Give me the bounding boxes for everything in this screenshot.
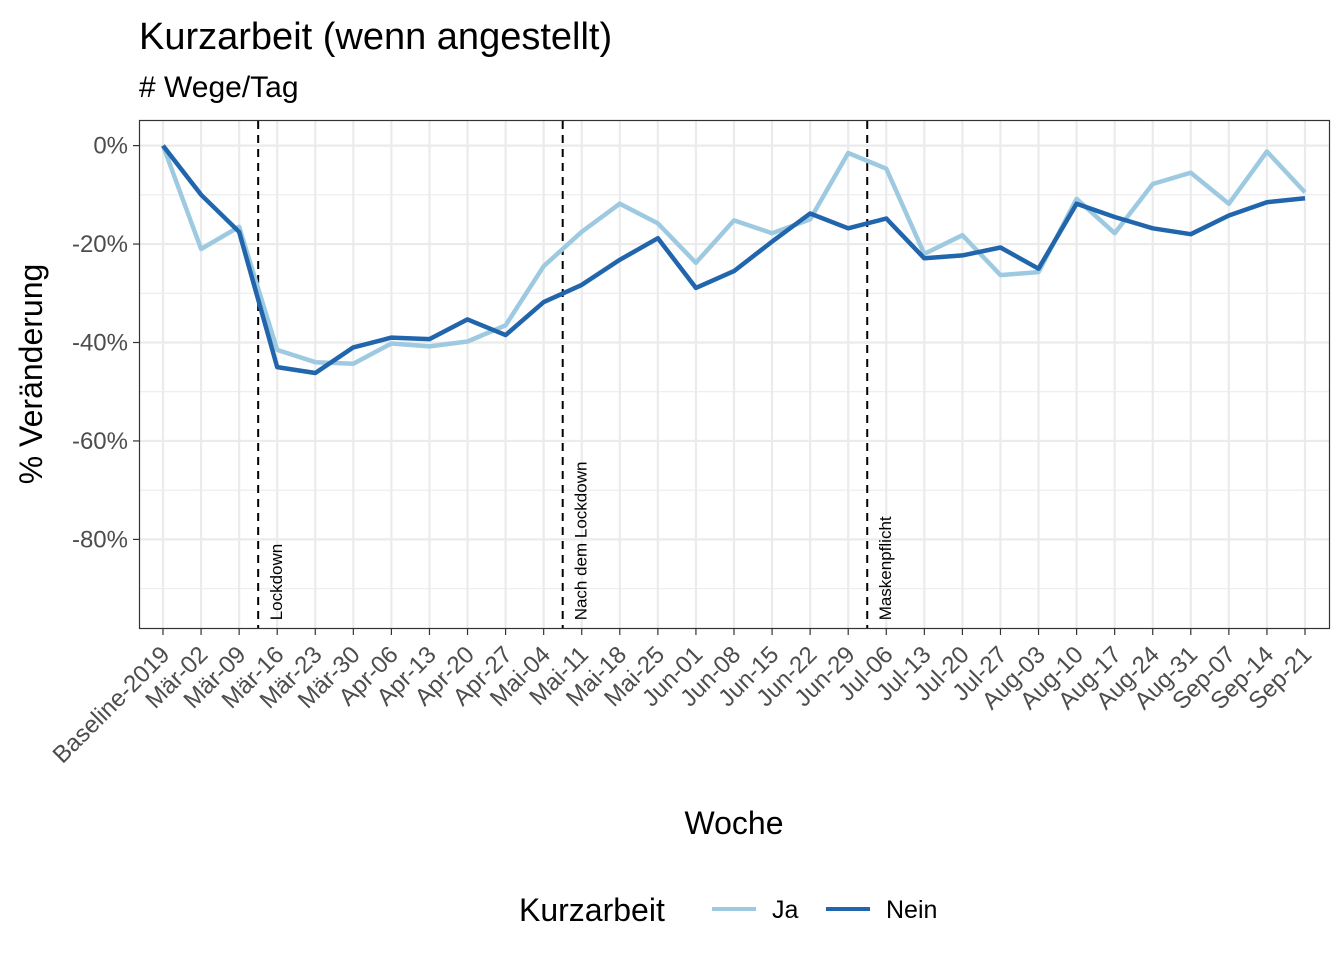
y-tick-label: -40% <box>72 330 128 357</box>
legend: Kurzarbeit Ja Nein <box>519 892 937 928</box>
series-line-nein <box>161 144 1306 376</box>
y-axis-label: % Veränderung <box>13 264 49 485</box>
series-line-ja <box>160 144 1307 366</box>
chart-title: Kurzarbeit (wenn angestellt) <box>139 16 612 58</box>
y-tick-label: -80% <box>72 526 128 553</box>
event-label: Nach dem Lockdown <box>572 462 591 621</box>
series-lines <box>160 144 1307 376</box>
event-label: Maskenpflicht <box>876 516 895 620</box>
legend-label-nein: Nein <box>886 896 937 924</box>
event-markers: Lockdown Nach dem Lockdown Maskenpflicht <box>257 121 895 628</box>
y-axis: 0% -20% -40% -60% -80% <box>72 133 140 553</box>
event-label: Lockdown <box>267 544 286 621</box>
grid-major <box>140 121 1329 628</box>
x-axis-label: Woche <box>684 805 783 841</box>
x-axis: Baseline-2019Mär-02Mär-09Mär-16Mär-23Mär… <box>48 628 1317 769</box>
y-tick-label: -60% <box>72 428 128 455</box>
legend-label-ja: Ja <box>772 896 799 924</box>
y-tick-label: 0% <box>93 133 128 160</box>
y-tick-label: -20% <box>72 231 128 258</box>
legend-title: Kurzarbeit <box>519 892 665 928</box>
chart-subtitle: # Wege/Tag <box>139 71 299 104</box>
